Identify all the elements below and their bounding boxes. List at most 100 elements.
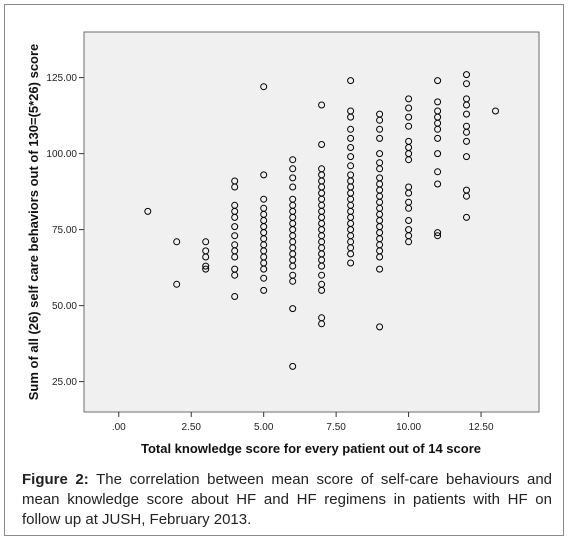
data-point xyxy=(260,83,268,91)
data-point xyxy=(434,150,442,158)
data-point xyxy=(347,162,355,170)
data-point xyxy=(289,174,297,182)
data-point xyxy=(376,134,384,142)
figure-caption: Figure 2: The correlation between mean s… xyxy=(22,470,552,530)
data-point xyxy=(434,134,442,142)
data-point xyxy=(289,183,297,191)
data-point xyxy=(231,183,239,191)
data-point xyxy=(434,180,442,188)
x-tick-label: 7.50 xyxy=(326,422,346,433)
data-point xyxy=(289,165,297,173)
data-point xyxy=(347,250,355,258)
data-point xyxy=(231,271,239,279)
data-point xyxy=(318,262,326,270)
data-point xyxy=(376,253,384,261)
data-point xyxy=(405,189,413,197)
data-point xyxy=(347,259,355,267)
data-point xyxy=(289,305,297,313)
data-point xyxy=(318,271,326,279)
data-point xyxy=(318,141,326,148)
data-point xyxy=(405,238,413,246)
data-point xyxy=(434,98,442,106)
data-point xyxy=(463,80,470,88)
y-tick-label: 75.00 xyxy=(52,225,77,236)
y-tick-label: 50.00 xyxy=(52,301,77,312)
data-point xyxy=(492,107,499,115)
data-point xyxy=(318,286,326,294)
data-point xyxy=(173,238,181,246)
data-point xyxy=(347,77,355,85)
data-point xyxy=(231,232,239,240)
data-point xyxy=(202,262,210,270)
x-tick-label: 2.50 xyxy=(181,422,201,433)
y-axis-label: Sum of all (26) self care behaviors out … xyxy=(26,44,41,401)
data-points xyxy=(144,71,499,370)
data-point xyxy=(463,101,470,109)
y-tick-label: 25.00 xyxy=(52,377,77,388)
data-point xyxy=(405,122,413,130)
x-axis-label: Total knowledge score for every patient … xyxy=(141,441,481,456)
data-point xyxy=(260,195,268,203)
data-point xyxy=(260,171,268,179)
scatter-chart: 25.00 50.00 75.00 100.00 125.00 .00 2.50 5.00 7… xyxy=(26,31,540,456)
x-tick-label: 10.00 xyxy=(396,422,421,433)
data-point xyxy=(434,168,442,176)
data-point xyxy=(202,238,210,246)
data-point xyxy=(347,153,355,161)
data-point xyxy=(405,156,413,164)
data-point xyxy=(289,277,297,285)
data-point xyxy=(289,156,297,164)
data-point xyxy=(347,134,355,142)
caption-label: Figure 2: xyxy=(22,471,89,488)
data-point xyxy=(318,101,326,109)
data-point xyxy=(376,116,384,124)
data-point xyxy=(260,265,268,273)
data-point xyxy=(347,113,355,121)
data-point xyxy=(434,125,442,133)
data-point xyxy=(434,232,442,240)
data-point xyxy=(405,104,413,112)
data-point xyxy=(231,293,239,300)
data-point xyxy=(260,274,268,282)
x-axis: .00 2.50 5.00 7.50 10.00 12.50 xyxy=(112,412,494,433)
x-tick-label: 5.00 xyxy=(254,422,274,433)
caption-text: The correlation between mean score of se… xyxy=(22,471,553,528)
x-tick-label: 12.50 xyxy=(469,422,494,433)
data-point xyxy=(463,137,470,145)
data-point xyxy=(289,262,297,270)
data-point xyxy=(376,323,384,331)
data-point xyxy=(376,125,384,133)
data-point xyxy=(376,150,384,158)
x-tick-label: .00 xyxy=(112,422,126,433)
data-point xyxy=(434,229,442,237)
data-point xyxy=(376,165,384,173)
data-point xyxy=(289,362,297,370)
data-point xyxy=(347,125,355,133)
data-point xyxy=(463,128,470,136)
data-point xyxy=(347,144,355,151)
data-point xyxy=(463,153,470,161)
y-tick-label: 125.00 xyxy=(46,73,77,84)
data-point xyxy=(231,223,239,231)
data-point xyxy=(231,253,239,261)
data-point xyxy=(463,71,470,79)
data-point xyxy=(405,95,413,103)
data-point xyxy=(463,110,470,118)
data-point xyxy=(144,207,152,215)
data-point xyxy=(231,213,239,221)
data-point xyxy=(376,265,384,273)
data-point xyxy=(405,217,413,224)
data-point xyxy=(202,265,210,273)
data-point xyxy=(405,204,413,212)
data-point xyxy=(463,192,470,200)
y-tick-label: 100.00 xyxy=(46,149,77,160)
data-point xyxy=(405,113,413,121)
data-point xyxy=(260,286,268,294)
data-point xyxy=(318,320,326,328)
data-point xyxy=(434,77,442,85)
plot-area xyxy=(83,31,540,413)
data-point xyxy=(463,213,470,221)
y-axis: 25.00 50.00 75.00 100.00 125.00 xyxy=(46,73,84,388)
data-point xyxy=(202,253,210,261)
data-point xyxy=(173,280,181,288)
